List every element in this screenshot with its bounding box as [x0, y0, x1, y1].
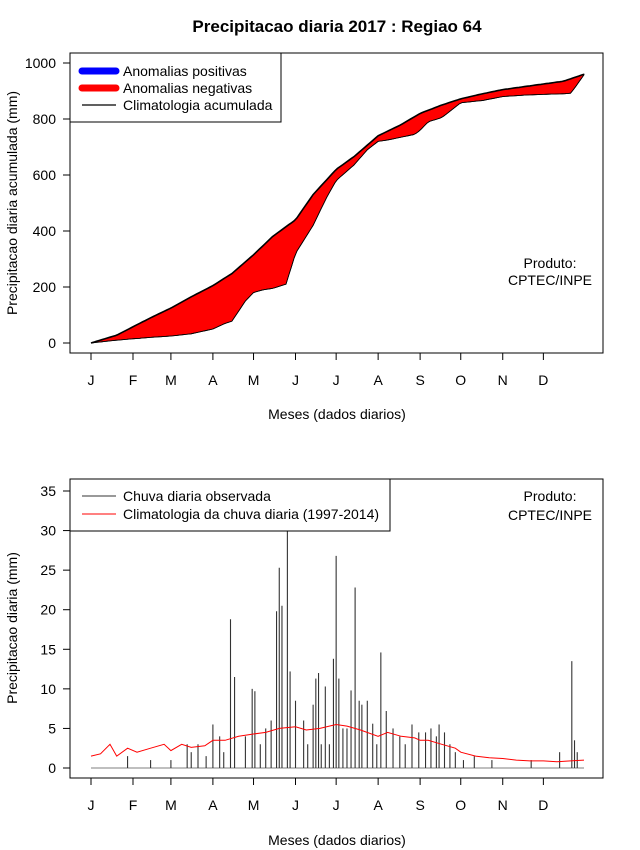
top-x-axis-label: Meses (dados diarios) — [268, 406, 406, 422]
y-tick-label: 35 — [40, 483, 56, 499]
x-tick-label: O — [455, 372, 466, 388]
y-tick-label: 10 — [40, 681, 56, 697]
top-plot-frame — [69, 52, 604, 354]
bottom-y-axis: 0 5 10 15 20 25 30 35 — [40, 483, 70, 776]
observed-cumulative-line — [90, 74, 585, 344]
climatology-daily-line — [90, 723, 585, 763]
legend-climatology-label: Climatologia acumulada — [123, 97, 273, 113]
y-tick-label: 15 — [40, 641, 56, 657]
legend-positive-label: Anomalias positivas — [123, 63, 247, 79]
x-tick-label: S — [415, 372, 424, 388]
top-y-axis-label: Precipitacao diaria acumulada (mm) — [4, 91, 20, 315]
bottom-panel: 0 5 10 15 20 25 30 35 J F M A M J J A S O N D Precipitacao… — [4, 478, 604, 848]
x-tick-label: D — [538, 372, 548, 388]
x-tick-label: A — [208, 797, 218, 813]
top-y-axis: 0 200 400 600 800 1000 — [25, 55, 70, 351]
x-tick-label: M — [165, 372, 177, 388]
bottom-product-label: Produto: — [524, 488, 577, 504]
bottom-legend: Chuva diaria observada Climatologia da c… — [69, 478, 391, 532]
x-tick-label: D — [538, 797, 548, 813]
x-tick-label: N — [498, 372, 508, 388]
x-tick-label: O — [455, 797, 466, 813]
y-tick-label: 200 — [33, 279, 57, 295]
x-tick-label: M — [248, 797, 260, 813]
climatology-cumulative-line — [90, 73, 585, 344]
x-tick-label: J — [88, 797, 95, 813]
x-tick-label: J — [88, 372, 95, 388]
x-tick-label: A — [373, 372, 383, 388]
x-tick-label: A — [373, 797, 383, 813]
x-tick-label: M — [248, 372, 260, 388]
bottom-y-axis-label: Precipitacao diaria (mm) — [4, 552, 20, 704]
y-tick-label: 5 — [48, 720, 56, 736]
y-tick-label: 800 — [33, 111, 57, 127]
y-tick-label: 1000 — [25, 55, 56, 71]
x-tick-label: F — [129, 797, 138, 813]
x-tick-label: J — [292, 372, 299, 388]
x-tick-label: J — [333, 372, 340, 388]
y-tick-label: 0 — [48, 760, 56, 776]
x-tick-label: N — [498, 797, 508, 813]
top-panel: 0 200 400 600 800 1000 J F M A M J J A S O N D Precipita… — [4, 52, 604, 422]
top-product-label: Produto: — [524, 255, 577, 271]
legend-clim-daily-label: Climatologia da chuva diaria (1997-2014) — [123, 506, 379, 522]
bottom-product-source: CPTEC/INPE — [508, 507, 592, 523]
x-tick-label: J — [292, 797, 299, 813]
x-tick-label: J — [333, 797, 340, 813]
x-tick-label: A — [208, 372, 218, 388]
top-product-source: CPTEC/INPE — [508, 272, 592, 288]
top-plot-area — [90, 73, 585, 344]
x-tick-label: M — [165, 797, 177, 813]
bottom-legend-box — [69, 478, 391, 532]
chart-title: Precipitacao diaria 2017 : Regiao 64 — [192, 17, 482, 36]
legend-negative-label: Anomalias negativas — [123, 80, 252, 96]
y-tick-label: 30 — [40, 523, 56, 539]
top-legend: Anomalias positivas Anomalias negativas … — [69, 52, 282, 123]
y-tick-label: 0 — [48, 335, 56, 351]
legend-observed-label: Chuva diaria observada — [123, 488, 271, 504]
y-tick-label: 600 — [33, 167, 57, 183]
x-tick-label: S — [415, 797, 424, 813]
y-tick-label: 400 — [33, 223, 57, 239]
bottom-plot-area — [90, 530, 585, 769]
x-tick-label: F — [129, 372, 138, 388]
y-tick-label: 25 — [40, 562, 56, 578]
bottom-x-axis-label: Meses (dados diarios) — [268, 832, 406, 848]
y-tick-label: 20 — [40, 602, 56, 618]
